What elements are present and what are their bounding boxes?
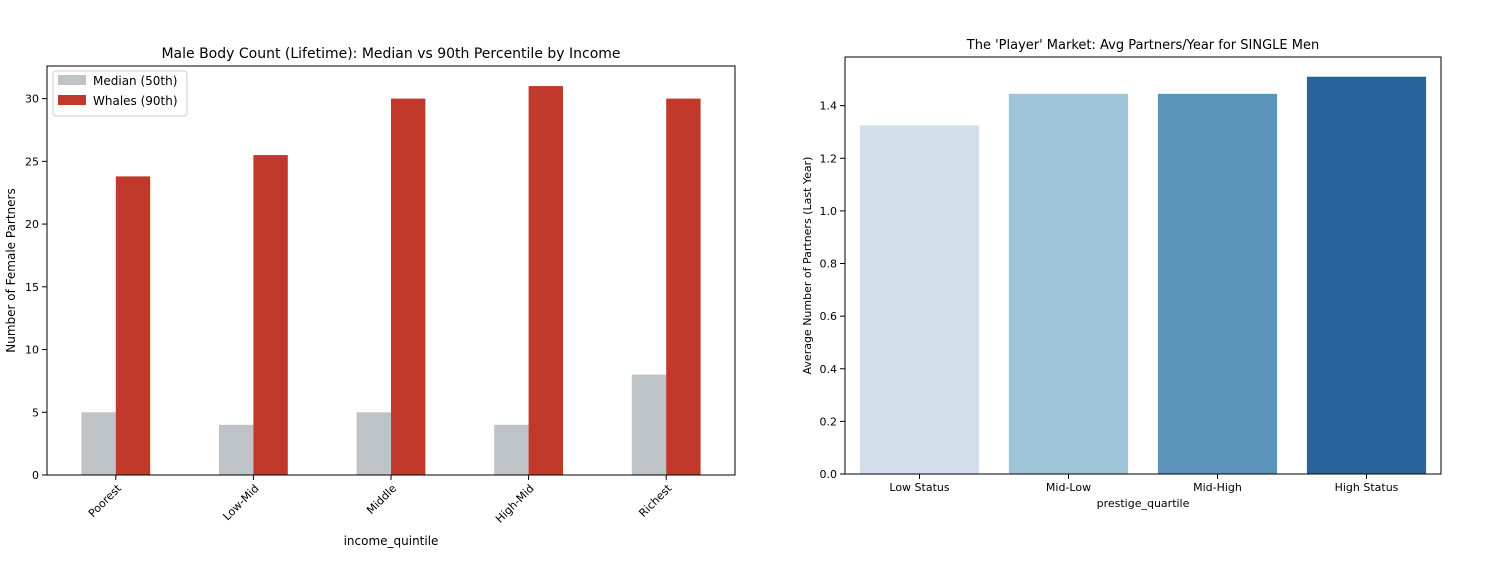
- bar-avg-partners: [1157, 93, 1278, 474]
- y-tick-label: 30: [25, 93, 39, 106]
- bar-median: [356, 412, 391, 475]
- bar-whales: [666, 98, 701, 475]
- x-tick-label: High Status: [1335, 481, 1399, 494]
- x-tick-label: Middle: [364, 482, 399, 517]
- legend-swatch: [58, 75, 86, 85]
- chart-title: Male Body Count (Lifetime): Median vs 90…: [161, 46, 620, 62]
- bar-whales: [115, 176, 151, 475]
- bar-avg-partners: [859, 125, 980, 475]
- legend-swatch: [58, 95, 86, 105]
- bar-median: [631, 374, 667, 475]
- chart-title: The 'Player' Market: Avg Partners/Year f…: [966, 38, 1319, 53]
- y-tick-label: 5: [32, 406, 39, 419]
- chart-income-quintile: Male Body Count (Lifetime): Median vs 90…: [4, 46, 736, 548]
- chart-prestige-quartile: The 'Player' Market: Avg Partners/Year f…: [801, 38, 1442, 510]
- x-axis-label: income_quintile: [344, 534, 439, 548]
- y-tick-label: 10: [25, 344, 39, 357]
- bar-whales: [528, 86, 563, 476]
- x-tick-label: High-Mid: [493, 482, 537, 526]
- plot-frame: [844, 56, 1442, 475]
- legend-box: [52, 70, 188, 117]
- bar-median: [219, 424, 254, 475]
- x-tick-label: Low Status: [889, 481, 949, 494]
- bar-avg-partners: [1306, 76, 1427, 474]
- bar-avg-partners: [1008, 93, 1129, 474]
- legend-label: Whales (90th): [93, 94, 178, 108]
- y-tick-label: 1.2: [820, 152, 838, 165]
- y-tick-label: 25: [25, 155, 39, 168]
- x-tick-label: Mid-High: [1193, 481, 1242, 494]
- bar-whales: [391, 98, 426, 475]
- legend-label: Median (50th): [93, 74, 177, 88]
- x-tick-label: Poorest: [86, 481, 125, 520]
- x-axis-label: prestige_quartile: [1097, 497, 1190, 510]
- plot-frame: [46, 65, 736, 476]
- y-tick-label: 0.2: [820, 415, 838, 428]
- bar-median: [81, 412, 116, 475]
- y-tick-label: 0.0: [820, 468, 838, 481]
- y-tick-label: 15: [25, 281, 39, 294]
- y-tick-label: 0: [32, 469, 39, 482]
- y-tick-label: 0.4: [820, 363, 838, 376]
- y-tick-label: 1.4: [820, 100, 838, 113]
- bar-median: [494, 424, 529, 475]
- bar-whales: [253, 155, 288, 475]
- y-axis-label: Average Number of Partners (Last Year): [801, 157, 814, 375]
- y-tick-label: 20: [25, 218, 39, 231]
- y-tick-label: 0.6: [820, 310, 838, 323]
- x-tick-label: Mid-Low: [1046, 481, 1091, 494]
- y-tick-label: 0.8: [820, 258, 838, 271]
- y-tick-label: 1.0: [820, 205, 838, 218]
- x-tick-label: Richest: [636, 481, 674, 519]
- x-tick-label: Low-Mid: [220, 482, 261, 523]
- y-axis-label: Number of Female Partners: [4, 188, 18, 352]
- legend: Median (50th) Whales (90th): [52, 70, 188, 117]
